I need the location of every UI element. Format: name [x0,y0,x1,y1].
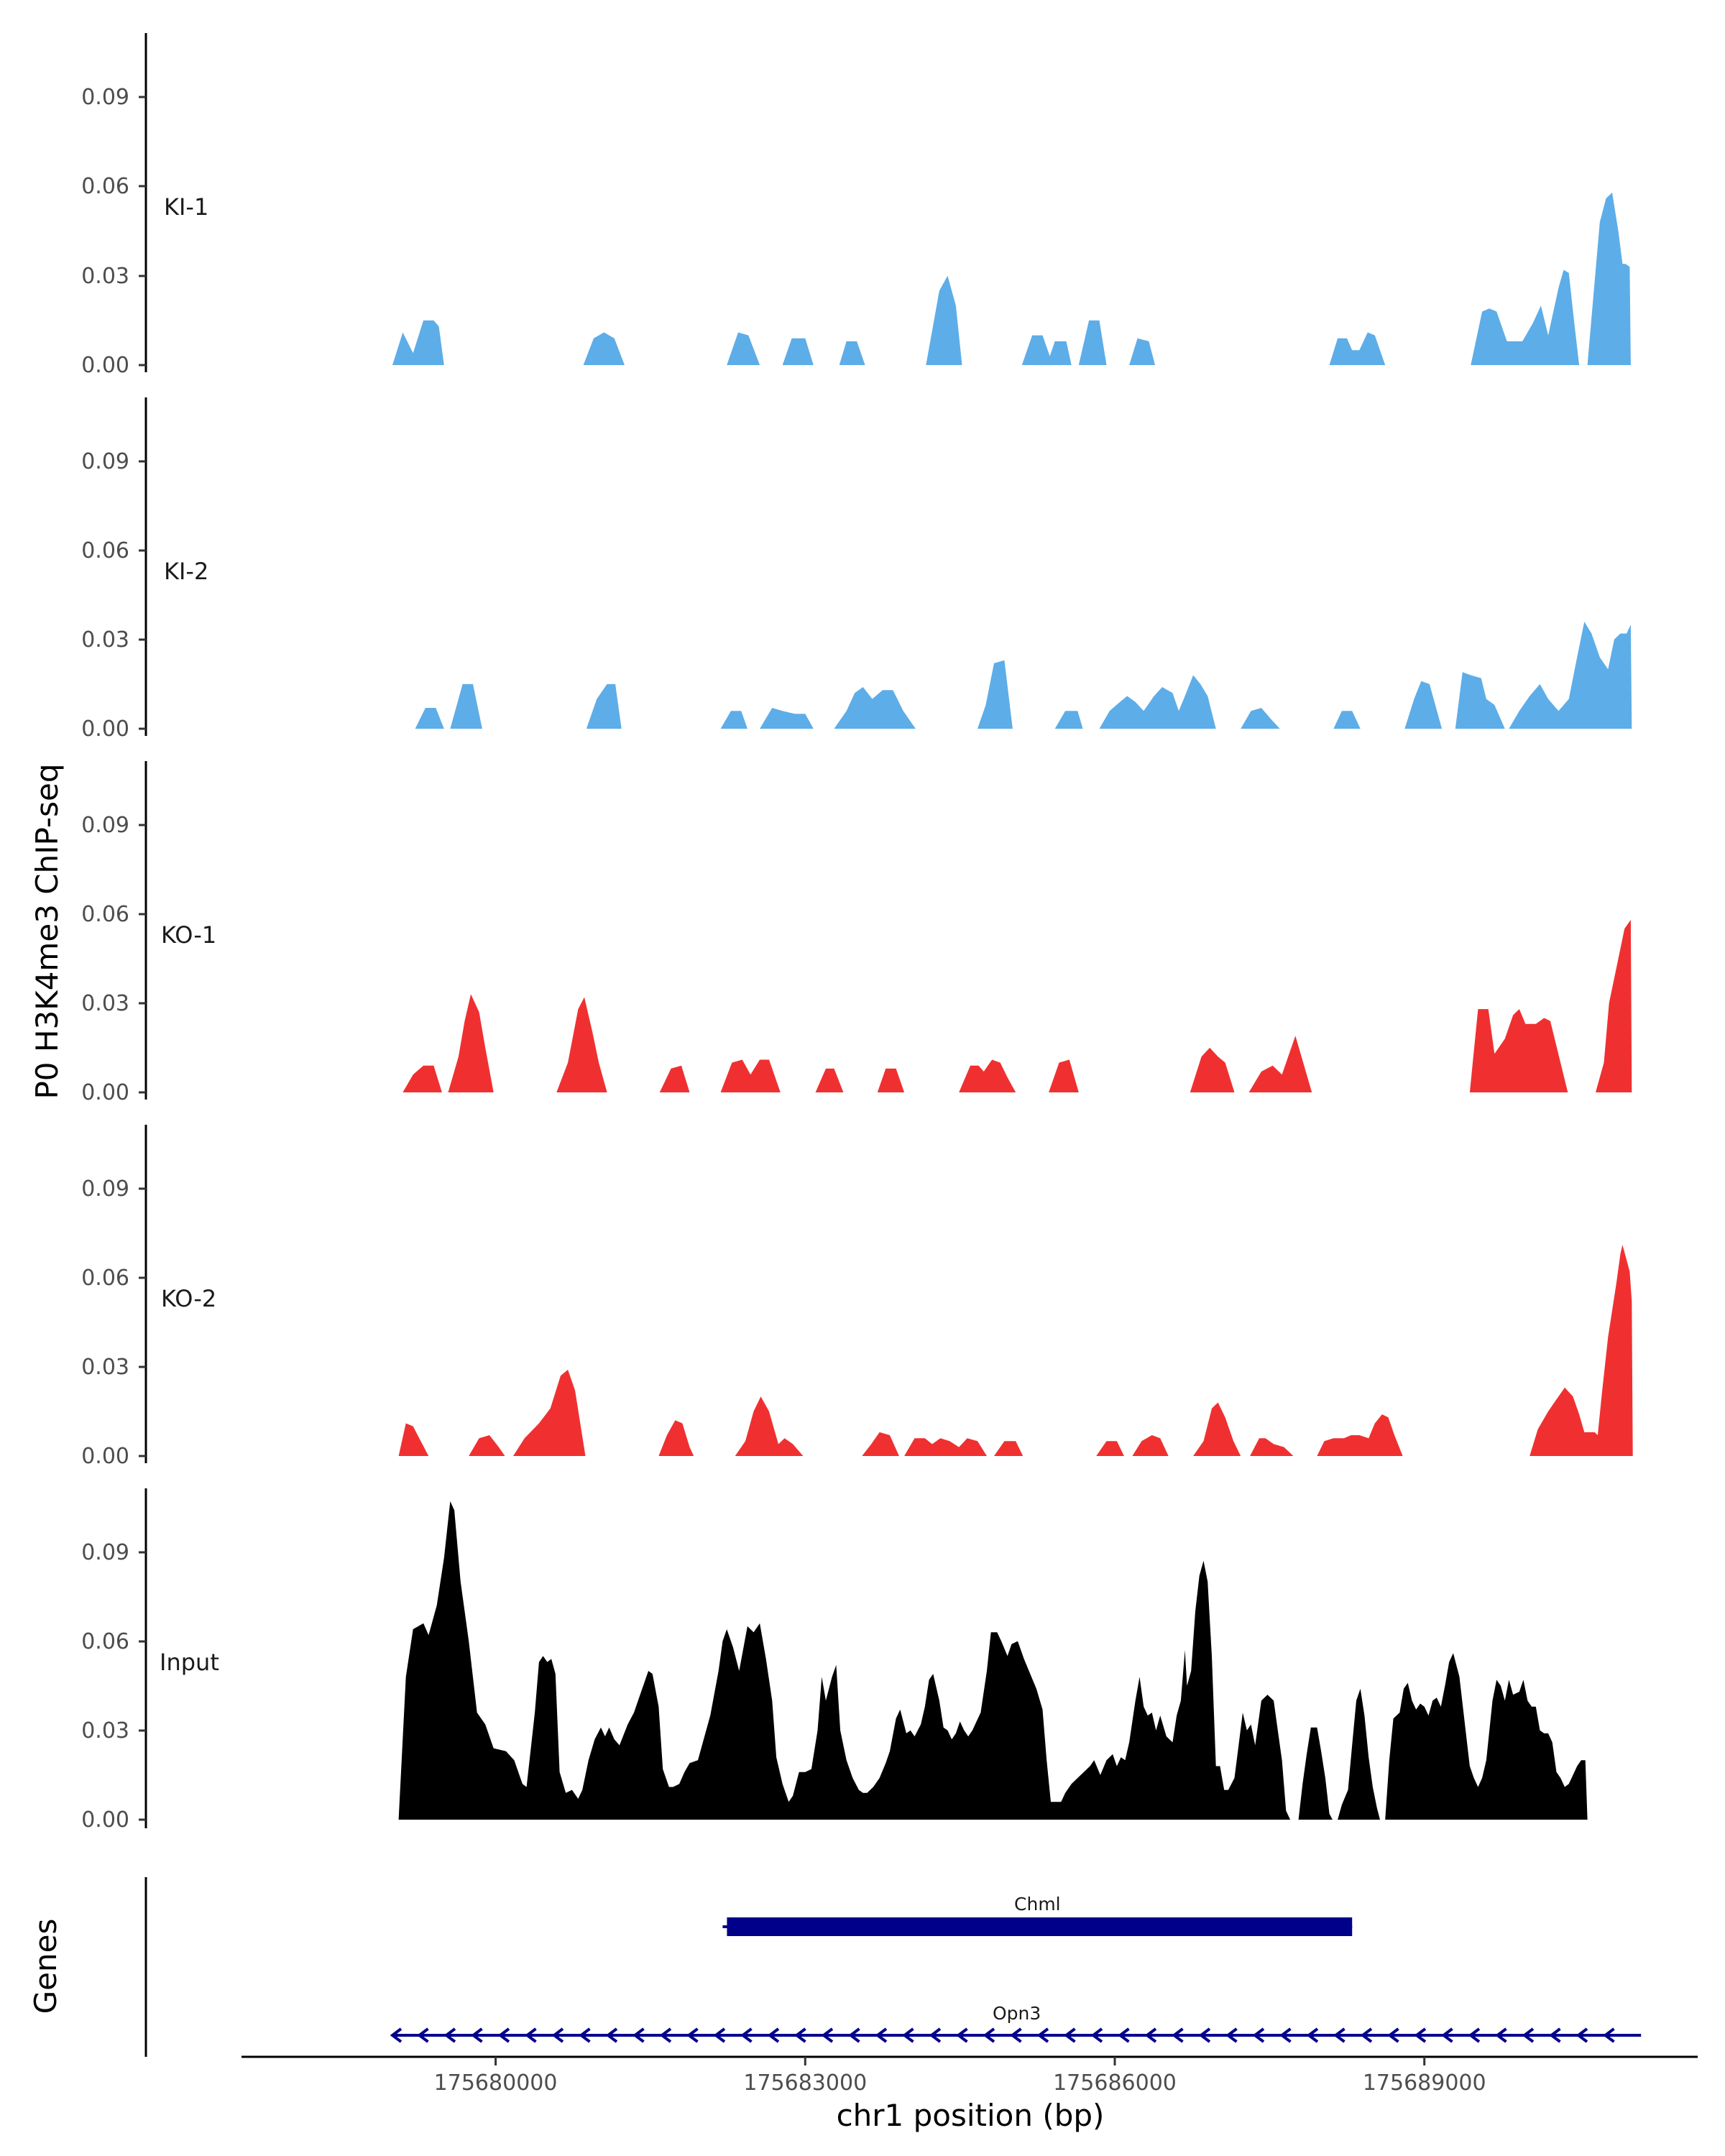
x-ticks: 175680000 175683000 175686000 175689000 [434,2057,1486,2096]
strand-arrow-icon [579,2027,591,2043]
strand-arrow-icon [659,2027,672,2043]
y-tick-label: 0.09 [81,85,129,110]
strand-arrow-icon [1522,2027,1535,2043]
y-ticks: 0.00 0.03 0.06 0.09 [81,85,146,378]
y-tick-label: 0.00 [81,353,129,378]
track-panel-ki-2: KI-2 0.00 0.03 0.06 0.09 [81,397,1632,742]
y-tick-label: 0.09 [81,1176,129,1202]
strand-arrow-icon [1603,2027,1615,2043]
y-tick-label: 0.03 [81,1718,129,1743]
strand-arrow-icon [848,2027,860,2043]
y-tick-label: 0.00 [81,1444,129,1469]
strand-arrow-icon [740,2027,753,2043]
strand-arrow-icon [632,2027,645,2043]
track-panel-ki-1: KI-1 0.00 0.03 0.06 0.09 [81,33,1631,378]
y-tick-label: 0.03 [81,264,129,289]
gene-panel-label: Genes [28,1919,63,2014]
strand-arrow-icon [551,2027,564,2043]
strand-arrow-icon [417,2027,429,2043]
signal-area-input [398,1501,1588,1820]
y-tick-label: 0.03 [81,627,129,653]
strand-arrow-icon [956,2027,968,2043]
x-tick-label: 175689000 [1363,2070,1486,2096]
strand-arrow-icon [1064,2027,1076,2043]
strand-arrow-icon [497,2027,510,2043]
y-tick-label: 0.06 [81,1629,129,1654]
strand-arrow-icon [1495,2027,1507,2043]
x-tick-label: 175686000 [1053,2070,1177,2096]
strand-arrow-icon [1279,2027,1292,2043]
track-label-input: Input [160,1649,219,1676]
strand-arrow-icon [875,2027,888,2043]
track-label-ki-2: KI-2 [164,558,208,585]
strand-arrow-icon [1172,2027,1184,2043]
gene-panel: Genes Chml Opn3 175680000 175683000 1756… [28,1877,1698,2133]
strand-arrow-icon [390,2027,402,2043]
strand-arrow-icon [605,2027,618,2043]
strand-arrow-icon [1333,2027,1346,2043]
y-tick-label: 0.00 [81,1080,129,1105]
track-label-ko-1: KO-1 [161,921,216,949]
y-tick-label: 0.03 [81,1355,129,1380]
strand-arrow-icon [1306,2027,1319,2043]
strand-arrow-icon [1036,2027,1049,2043]
strand-arrow-icon [1576,2027,1588,2043]
y-tick-label: 0.00 [81,1807,129,1833]
track-label-ki-1: KI-1 [164,193,208,221]
strand-arrow-icon [1360,2027,1373,2043]
strand-arrow-icon [1468,2027,1481,2043]
strand-arrow-icon [1549,2027,1561,2043]
strand-arrow-icon [1225,2027,1238,2043]
y-ticks: 0.00 0.03 0.06 0.09 [81,1176,146,1469]
strand-arrow-icon [1252,2027,1265,2043]
strand-arrow-icon [1144,2027,1157,2043]
strand-arrow-icon [686,2027,699,2043]
strand-arrow-icon [471,2027,483,2043]
signal-area-ki-1 [392,192,1631,365]
strand-arrow-icon [443,2027,456,2043]
y-ticks: 0.00 0.03 0.06 0.09 [81,813,146,1105]
track-panel-input: Input 0.00 0.03 0.06 0.09 [81,1488,1588,1833]
strand-arrow-icon [525,2027,537,2043]
y-ticks: 0.00 0.03 0.06 0.09 [81,1540,146,1833]
y-tick-label: 0.09 [81,813,129,838]
strand-arrow-icon [902,2027,914,2043]
strand-arrow-icon [1441,2027,1453,2043]
y-tick-label: 0.00 [81,717,129,742]
gene-opn3-strand-arrows [390,2027,1615,2043]
signal-area-ko-1 [402,919,1632,1092]
y-tick-label: 0.06 [81,174,129,199]
y-tick-label: 0.06 [81,538,129,563]
y-tick-label: 0.06 [81,1266,129,1291]
strand-arrow-icon [929,2027,942,2043]
y-ticks: 0.00 0.03 0.06 0.09 [81,449,146,742]
strand-arrow-icon [1414,2027,1427,2043]
x-tick-label: 175680000 [434,2070,558,2096]
y-tick-label: 0.09 [81,449,129,474]
strand-arrow-icon [1387,2027,1399,2043]
strand-arrow-icon [1198,2027,1211,2043]
y-tick-label: 0.03 [81,991,129,1016]
strand-arrow-icon [1118,2027,1130,2043]
track-label-ko-2: KO-2 [161,1285,216,1312]
track-panel-ko-1: KO-1 0.00 0.03 0.06 0.09 [81,761,1632,1105]
strand-arrow-icon [794,2027,806,2043]
x-tick-label: 175683000 [743,2070,867,2096]
gene-label-chml: Chml [1014,1894,1061,1915]
strand-arrow-icon [1090,2027,1103,2043]
y-tick-label: 0.06 [81,902,129,927]
strand-arrow-icon [983,2027,995,2043]
gene-label-opn3: Opn3 [993,2003,1041,2024]
strand-arrow-icon [821,2027,834,2043]
track-panel-ko-2: KO-2 0.00 0.03 0.06 0.09 [81,1125,1633,1469]
y-axis-title: P0 H3K4me3 ChIP-seq [29,763,65,1099]
strand-arrow-icon [767,2027,780,2043]
strand-arrow-icon [713,2027,726,2043]
strand-arrow-icon [1010,2027,1022,2043]
y-tick-label: 0.09 [81,1540,129,1565]
x-axis-title: chr1 position (bp) [837,2098,1105,2133]
